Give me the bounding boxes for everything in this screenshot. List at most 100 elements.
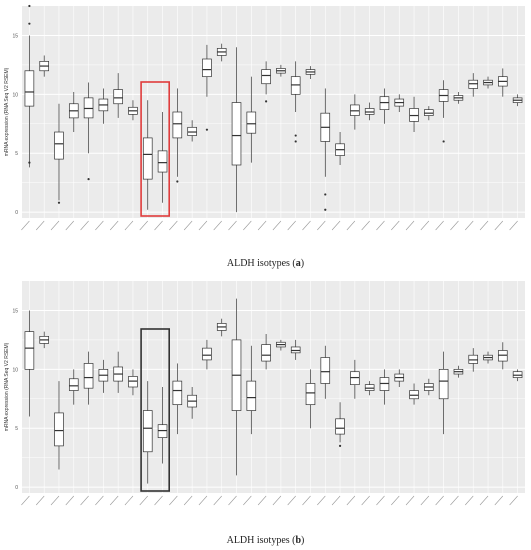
panel-a: 0 5 10 15 mRNA expression (RNA Seq V2 RSEM) … <box>0 4 531 269</box>
box <box>128 100 138 121</box>
box <box>290 339 301 360</box>
caption-b-close: ) <box>301 535 305 546</box>
box-iqr <box>246 380 257 411</box>
x-tick-label <box>80 495 89 506</box>
boxplot-chart-b: 0 5 10 15 mRNA expression (RNA Seq V2 RSEM) <box>4 281 525 506</box>
box <box>261 61 271 103</box>
panel-b: 0 5 10 15 mRNA expression (RNA Seq V2 RSEM) … <box>0 275 531 550</box>
x-tick-label <box>50 495 60 506</box>
y-tick-label: 5 <box>15 151 18 157</box>
box <box>305 66 316 80</box>
y-axis-label: mRNA expression (RNA Seq V2 RSEM) <box>4 67 10 156</box>
caption-a: ALDH isotypes (a) <box>0 258 531 269</box>
x-tick-label <box>346 220 356 231</box>
y-tick-label: 15 <box>12 33 18 39</box>
box <box>261 334 271 370</box>
y-tick-label: 10 <box>12 367 18 373</box>
box <box>231 298 242 476</box>
box <box>172 363 183 435</box>
x-tick-label <box>80 220 89 231</box>
box-iqr <box>320 357 331 384</box>
x-tick-label <box>464 220 474 231</box>
x-tick-label <box>405 220 415 231</box>
box <box>483 351 493 364</box>
x-tick-label <box>272 220 282 231</box>
y-axis-label: mRNA expression (RNA Seq V2 RSEM) <box>4 342 10 431</box>
x-tick-label <box>21 495 30 506</box>
outlier-point <box>265 100 268 103</box>
box-iqr <box>261 69 271 85</box>
x-tick-label <box>183 220 193 231</box>
x-tick-label <box>479 495 489 506</box>
x-tick-label <box>361 220 370 231</box>
box <box>290 61 301 143</box>
box <box>83 351 94 405</box>
box <box>305 369 316 429</box>
box <box>172 88 183 183</box>
y-tick-label: 15 <box>12 308 18 314</box>
box <box>483 76 493 89</box>
x-tick-label <box>124 220 134 231</box>
box <box>498 68 508 97</box>
x-tick-label <box>464 495 474 506</box>
outlier-point <box>338 444 342 447</box>
x-tick-label <box>228 495 237 506</box>
x-tick-label <box>376 495 385 506</box>
box <box>350 94 360 130</box>
x-tick-label <box>198 220 208 231</box>
box-iqr <box>113 89 123 105</box>
box <box>54 381 64 470</box>
box <box>113 73 123 118</box>
x-tick-label <box>95 495 104 506</box>
x-tick-label <box>154 495 163 506</box>
box <box>335 402 345 447</box>
box <box>157 112 168 203</box>
box-iqr <box>172 111 183 139</box>
x-tick-label <box>346 495 356 506</box>
box <box>350 359 360 399</box>
box <box>98 359 109 393</box>
box <box>468 73 479 97</box>
box <box>498 342 508 370</box>
x-tick-label <box>198 495 208 506</box>
x-tick-label <box>243 220 252 231</box>
x-tick-label <box>95 220 104 231</box>
y-tick-label: 0 <box>15 485 18 491</box>
x-tick-label <box>35 495 45 506</box>
outlier-point <box>28 4 31 8</box>
box <box>113 351 123 393</box>
x-tick-label <box>420 495 430 506</box>
x-tick-label <box>302 220 311 231</box>
y-tick-label: 10 <box>12 92 18 98</box>
box <box>39 55 49 77</box>
box-iqr <box>261 344 271 362</box>
box <box>202 44 212 131</box>
y-tick-label: 0 <box>15 210 18 216</box>
x-tick-label <box>391 495 400 506</box>
box-iqr <box>68 378 79 391</box>
box <box>379 369 390 405</box>
x-tick-label <box>65 220 75 231</box>
x-tick-label <box>243 495 252 506</box>
box-iqr <box>24 70 35 107</box>
outlier-point <box>176 180 179 183</box>
box <box>276 64 286 77</box>
box <box>187 120 197 142</box>
box <box>24 4 35 168</box>
box <box>409 383 419 405</box>
box <box>364 381 375 396</box>
x-tick-label <box>494 220 504 231</box>
x-tick-label <box>272 495 282 506</box>
x-tick-label <box>376 220 385 231</box>
x-tick-label <box>435 495 444 506</box>
box <box>128 369 138 396</box>
outlier-point <box>294 134 297 137</box>
y-tick-label: 5 <box>15 426 18 432</box>
outlier-point <box>57 201 61 204</box>
caption-b-letter: b <box>295 535 302 546</box>
x-tick-label <box>169 495 178 506</box>
x-tick-label <box>65 495 75 506</box>
box <box>320 345 331 399</box>
outlier-point <box>324 208 327 211</box>
